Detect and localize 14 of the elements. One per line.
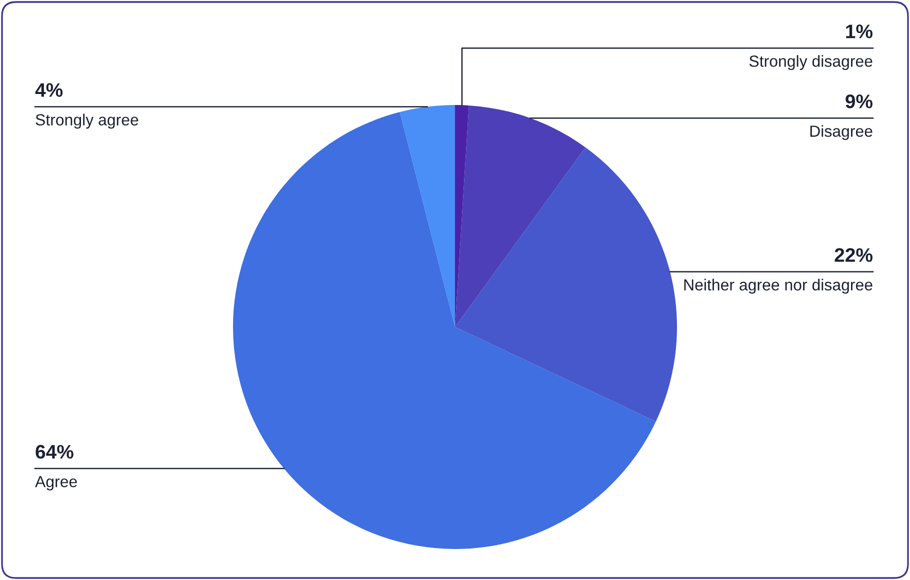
data-label: 9% [846,94,872,108]
pie-slice [455,147,677,422]
slice-label: Neither agree nor disagree [684,278,872,294]
data-label: 64% [36,444,74,459]
data-label: 4% [35,83,63,97]
slice-label: Strongly disagree [749,55,872,70]
data-label: 1% [846,24,872,38]
slice-label: Agree [35,476,77,490]
pie-slice [455,105,586,327]
pie-slice [400,105,455,327]
data-label: 22% [834,248,872,262]
slice-label: Strongly agree [36,114,138,129]
slice-label: Disagree [810,125,872,140]
pie-slice [233,112,656,549]
